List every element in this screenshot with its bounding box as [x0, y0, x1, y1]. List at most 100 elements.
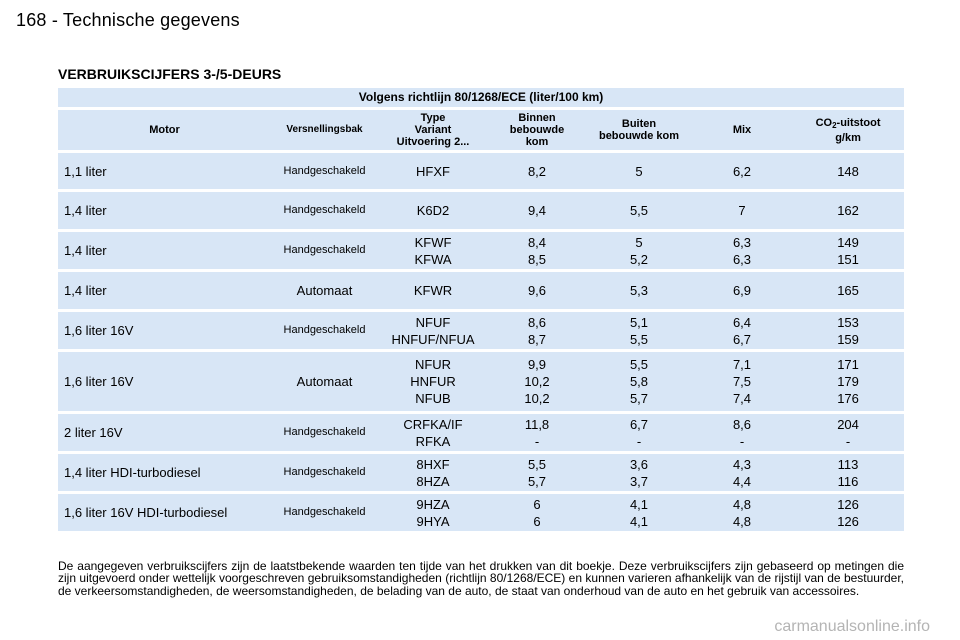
cell-city-value: 6: [533, 513, 541, 529]
cell-mix-value: 7: [738, 203, 746, 218]
cell-type: NFUF HNFUF/NFUA: [378, 312, 488, 349]
co2-post: -uitstoot: [836, 116, 881, 129]
cell-co2: 148: [792, 153, 905, 189]
cell-motor: 1,4 liter: [58, 232, 271, 269]
table-row: 1,4 liter HDI-turbodiesel Handgeschakeld 8…: [58, 454, 905, 491]
cell-mix: 4,3 4,4: [692, 454, 792, 491]
cell-mix-value: 6,7: [732, 331, 752, 347]
table-row: 1,4 liter Automaat KFWR 9,6 5,3 6,9 165: [58, 272, 905, 309]
table-row: 1,1 liter Handgeschakeld HFXF 8,2 5 6,2 148: [58, 153, 905, 189]
header-city-line: bebouwde: [509, 124, 565, 136]
cell-type-value: KFWA: [414, 251, 452, 267]
header-highway-line: Buiten: [621, 118, 657, 130]
cell-type-value: KFWF: [414, 234, 452, 250]
cell-mix-value: 4,3: [732, 456, 752, 472]
cell-type-value: K6D2: [416, 203, 450, 218]
cell-city-value: 5,7: [527, 473, 547, 489]
cell-gearbox: Handgeschakeld: [271, 232, 378, 269]
cell-city-value: 8,7: [527, 331, 547, 347]
header-co2-line: CO2-uitstoot: [792, 117, 904, 132]
cell-city: 11,8-: [488, 414, 586, 451]
cell-type: KFWR: [378, 272, 488, 309]
cell-mix-value: 4,8: [732, 513, 752, 529]
consumption-table: Volgens richtlijn 80/1268/ECE (liter/100…: [58, 85, 905, 534]
cell-highway-value: 5,5: [629, 331, 649, 347]
header-highway-line: bebouwde kom: [598, 130, 680, 142]
cell-mix: 6,4 6,7: [692, 312, 792, 349]
cell-co2-value: 151: [837, 251, 859, 267]
header-city-line: Binnen: [518, 112, 556, 124]
cell-co2-value: 159: [837, 331, 859, 347]
cell-type: HFXF: [378, 153, 488, 189]
cell-co2: 126 126: [792, 494, 905, 531]
cell-highway: 6,7-: [586, 414, 692, 451]
header-type: Type Variant Uitvoering 2...: [378, 110, 488, 150]
table-row: 2 liter 16V Handgeschakeld CRFKA/IF RFKA 11,…: [58, 414, 905, 451]
co2-subscript: 2: [832, 120, 837, 130]
cell-motor: 1,6 liter 16V: [58, 312, 271, 349]
cell-type: CRFKA/IF RFKA: [378, 414, 488, 451]
cell-city-value: -: [534, 433, 540, 449]
cell-mix-value: 6,3: [732, 234, 752, 250]
cell-city: 5,5 5,7: [488, 454, 586, 491]
header-co2: CO2-uitstoot g/km: [792, 110, 905, 150]
cell-highway-value: 4,1: [629, 513, 649, 529]
norm-header: Volgens richtlijn 80/1268/ECE (liter/100…: [58, 88, 905, 107]
cell-highway-value: 5,1: [629, 314, 649, 330]
cell-co2: 171 179 176: [792, 352, 905, 411]
cell-highway: 4,1 4,1: [586, 494, 692, 531]
cell-co2-value: 204: [837, 416, 859, 432]
cell-co2-value: 148: [837, 163, 859, 179]
cell-mix: 6,3 6,3: [692, 232, 792, 269]
header-type-line: Variant: [414, 124, 452, 136]
cell-type-value: HNFUR: [410, 374, 456, 389]
cell-city-value: 6: [533, 496, 541, 512]
cell-co2-value: 126: [837, 513, 859, 529]
cell-co2-value: 162: [837, 203, 859, 218]
header-mix: Mix: [692, 110, 792, 150]
cell-type-value: 9HYA: [416, 513, 450, 529]
cell-city: 9,4: [488, 192, 586, 229]
cell-gearbox: Handgeschakeld: [271, 414, 378, 451]
cell-gearbox: Handgeschakeld: [271, 153, 378, 189]
table-row: 1,6 liter 16V Handgeschakeld NFUF HNFUF/NFU…: [58, 312, 905, 349]
cell-mix: 7,1 7,5 7,4: [692, 352, 792, 411]
page-header: 168 - Technische gegevens: [16, 10, 240, 30]
cell-mix: 6,2: [692, 153, 792, 189]
cell-co2-value: 165: [837, 283, 859, 298]
cell-city-value: 10,2: [524, 374, 550, 389]
cell-highway-value: 5,2: [629, 251, 649, 267]
cell-mix: 6,9: [692, 272, 792, 309]
cell-motor: 1,4 liter: [58, 192, 271, 229]
header-co2-unit: g/km: [835, 131, 861, 144]
cell-highway-value: 5,3: [629, 283, 649, 298]
cell-mix: 7: [692, 192, 792, 229]
table-body: 1,1 liter Handgeschakeld HFXF 8,2 5 6,2 148 1,4…: [58, 153, 905, 531]
cell-motor: 1,4 liter HDI-turbodiesel: [58, 454, 271, 491]
co2-pre: CO: [815, 116, 833, 129]
header-city-line: kom: [525, 136, 549, 148]
header-city: Binnen bebouwde kom: [488, 110, 586, 150]
cell-mix-value: 8,6: [732, 416, 752, 432]
cell-co2: 153 159: [792, 312, 905, 349]
table-row: 1,6 liter 16V HDI-turbodiesel Handgeschak…: [58, 494, 905, 531]
cell-co2: 162: [792, 192, 905, 229]
cell-city-value: 9,6: [527, 283, 547, 298]
cell-co2-value: 179: [837, 374, 859, 389]
cell-gearbox: Automaat: [271, 272, 378, 309]
cell-mix-value: 6,3: [732, 251, 752, 267]
header-highway: Buiten bebouwde kom: [586, 110, 692, 150]
cell-co2-value: 176: [837, 391, 859, 406]
cell-type-value: 9HZA: [416, 496, 450, 512]
cell-type-value: RFKA: [415, 433, 451, 449]
cell-city: 8,2: [488, 153, 586, 189]
cell-highway: 3,6 3,7: [586, 454, 692, 491]
header-type-line: Uitvoering 2...: [396, 136, 470, 148]
cell-motor: 1,1 liter: [58, 153, 271, 189]
cell-city: 9,6: [488, 272, 586, 309]
cell-highway-value: 4,1: [629, 496, 649, 512]
cell-type-value: NFUF: [415, 314, 451, 330]
table-row: 1,6 liter 16V Automaat NFUR HNFUR NFUB 9,9 10,…: [58, 352, 905, 411]
cell-mix-value: -: [739, 433, 745, 449]
